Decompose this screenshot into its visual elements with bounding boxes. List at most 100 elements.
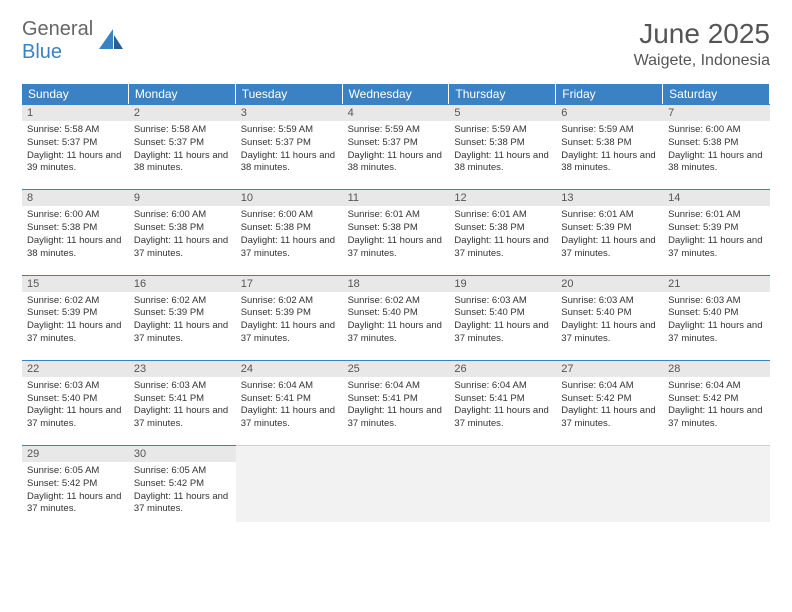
sunrise-line: Sunrise: 6:02 AM bbox=[348, 295, 445, 308]
sunset-line: Sunset: 5:41 PM bbox=[134, 393, 231, 406]
sunrise-line: Sunrise: 6:05 AM bbox=[27, 465, 124, 478]
day-cell: 21Sunrise: 6:03 AMSunset: 5:40 PMDayligh… bbox=[663, 275, 770, 352]
daylight-line: Daylight: 11 hours and 37 minutes. bbox=[241, 320, 338, 346]
day-number: 11 bbox=[343, 190, 450, 206]
day-number: 20 bbox=[556, 276, 663, 292]
sunset-line: Sunset: 5:38 PM bbox=[27, 222, 124, 235]
logo-word-1: General bbox=[22, 18, 93, 40]
day-details: Sunrise: 6:01 AMSunset: 5:38 PMDaylight:… bbox=[449, 206, 556, 266]
day-details: Sunrise: 6:01 AMSunset: 5:39 PMDaylight:… bbox=[556, 206, 663, 266]
daylight-line: Daylight: 11 hours and 37 minutes. bbox=[668, 235, 765, 261]
daylight-line: Daylight: 11 hours and 37 minutes. bbox=[27, 491, 124, 517]
sunrise-line: Sunrise: 6:04 AM bbox=[348, 380, 445, 393]
day-cell: 23Sunrise: 6:03 AMSunset: 5:41 PMDayligh… bbox=[129, 360, 236, 437]
day-cell: 28Sunrise: 6:04 AMSunset: 5:42 PMDayligh… bbox=[663, 360, 770, 437]
day-number: 4 bbox=[343, 105, 450, 121]
day-number: 9 bbox=[129, 190, 236, 206]
day-details: Sunrise: 6:03 AMSunset: 5:40 PMDaylight:… bbox=[449, 292, 556, 352]
month-title: June 2025 bbox=[634, 18, 770, 50]
day-details: Sunrise: 6:02 AMSunset: 5:40 PMDaylight:… bbox=[343, 292, 450, 352]
day-details: Sunrise: 6:04 AMSunset: 5:42 PMDaylight:… bbox=[663, 377, 770, 437]
day-cell: 19Sunrise: 6:03 AMSunset: 5:40 PMDayligh… bbox=[449, 275, 556, 352]
day-details: Sunrise: 6:00 AMSunset: 5:38 PMDaylight:… bbox=[129, 206, 236, 266]
sunset-line: Sunset: 5:40 PM bbox=[668, 307, 765, 320]
logo: General Blue bbox=[22, 18, 125, 64]
week-spacer bbox=[22, 352, 770, 360]
sunrise-line: Sunrise: 6:02 AM bbox=[241, 295, 338, 308]
daylight-line: Daylight: 11 hours and 37 minutes. bbox=[348, 320, 445, 346]
day-number: 6 bbox=[556, 105, 663, 121]
daylight-line: Daylight: 11 hours and 37 minutes. bbox=[134, 491, 231, 517]
day-details: Sunrise: 6:02 AMSunset: 5:39 PMDaylight:… bbox=[22, 292, 129, 352]
day-cell: 11Sunrise: 6:01 AMSunset: 5:38 PMDayligh… bbox=[343, 189, 450, 266]
day-cell: 24Sunrise: 6:04 AMSunset: 5:41 PMDayligh… bbox=[236, 360, 343, 437]
day-header: Friday bbox=[556, 84, 663, 104]
day-cell: 26 Sunrise: 6:04 AMSunset: 5:41 PMDayligh… bbox=[449, 360, 556, 437]
week-spacer bbox=[22, 437, 770, 445]
day-details: Sunrise: 5:59 AMSunset: 5:37 PMDaylight:… bbox=[236, 121, 343, 181]
day-details: Sunrise: 6:03 AMSunset: 5:41 PMDaylight:… bbox=[129, 377, 236, 437]
sunset-line: Sunset: 5:41 PM bbox=[454, 393, 551, 406]
day-cell: 5Sunrise: 5:59 AMSunset: 5:38 PMDaylight… bbox=[449, 104, 556, 181]
day-cell: 22Sunrise: 6:03 AMSunset: 5:40 PMDayligh… bbox=[22, 360, 129, 437]
day-details: Sunrise: 6:02 AMSunset: 5:39 PMDaylight:… bbox=[129, 292, 236, 352]
empty-cell bbox=[343, 445, 450, 522]
day-cell: 14Sunrise: 6:01 AMSunset: 5:39 PMDayligh… bbox=[663, 189, 770, 266]
sail-icon bbox=[99, 29, 125, 53]
day-cell: 13Sunrise: 6:01 AMSunset: 5:39 PMDayligh… bbox=[556, 189, 663, 266]
sunset-line: Sunset: 5:38 PM bbox=[134, 222, 231, 235]
day-cell: 27Sunrise: 6:04 AMSunset: 5:42 PMDayligh… bbox=[556, 360, 663, 437]
day-number: 29 bbox=[22, 446, 129, 462]
daylight-line: Daylight: 11 hours and 37 minutes. bbox=[454, 405, 551, 431]
sunrise-line: Sunrise: 6:03 AM bbox=[27, 380, 124, 393]
sunrise-line: Sunrise: 6:05 AM bbox=[134, 465, 231, 478]
day-details: Sunrise: 6:04 AMSunset: 5:41 PMDaylight:… bbox=[343, 377, 450, 437]
day-number: 17 bbox=[236, 276, 343, 292]
sunset-line: Sunset: 5:40 PM bbox=[27, 393, 124, 406]
day-number: 7 bbox=[663, 105, 770, 121]
sunrise-line: Sunrise: 5:58 AM bbox=[134, 124, 231, 137]
day-details: Sunrise: 6:05 AMSunset: 5:42 PMDaylight:… bbox=[129, 462, 236, 522]
day-cell: 29Sunrise: 6:05 AMSunset: 5:42 PMDayligh… bbox=[22, 445, 129, 522]
day-cell: 7Sunrise: 6:00 AMSunset: 5:38 PMDaylight… bbox=[663, 104, 770, 181]
day-details: Sunrise: 6:04 AMSunset: 5:42 PMDaylight:… bbox=[556, 377, 663, 437]
day-header: Wednesday bbox=[343, 84, 450, 104]
daylight-line: Daylight: 11 hours and 38 minutes. bbox=[27, 235, 124, 261]
day-header: Monday bbox=[129, 84, 236, 104]
sunrise-line: Sunrise: 6:04 AM bbox=[668, 380, 765, 393]
sunrise-line: Sunrise: 6:04 AM bbox=[454, 380, 551, 393]
sunset-line: Sunset: 5:41 PM bbox=[241, 393, 338, 406]
day-details: Sunrise: 6:05 AMSunset: 5:42 PMDaylight:… bbox=[22, 462, 129, 522]
day-header: Sunday bbox=[22, 84, 129, 104]
header: General Blue June 2025 Waigete, Indonesi… bbox=[22, 18, 770, 70]
sunset-line: Sunset: 5:40 PM bbox=[348, 307, 445, 320]
day-details: Sunrise: 6:03 AMSunset: 5:40 PMDaylight:… bbox=[22, 377, 129, 437]
sunrise-line: Sunrise: 6:03 AM bbox=[454, 295, 551, 308]
day-details: Sunrise: 5:59 AMSunset: 5:38 PMDaylight:… bbox=[449, 121, 556, 181]
day-details: Sunrise: 5:59 AMSunset: 5:37 PMDaylight:… bbox=[343, 121, 450, 181]
sunrise-line: Sunrise: 6:01 AM bbox=[454, 209, 551, 222]
day-cell: 12Sunrise: 6:01 AMSunset: 5:38 PMDayligh… bbox=[449, 189, 556, 266]
day-details: Sunrise: 5:58 AMSunset: 5:37 PMDaylight:… bbox=[22, 121, 129, 181]
daylight-line: Daylight: 11 hours and 37 minutes. bbox=[348, 235, 445, 261]
day-header: Thursday bbox=[449, 84, 556, 104]
sunset-line: Sunset: 5:42 PM bbox=[27, 478, 124, 491]
day-number: 26 bbox=[449, 361, 556, 377]
sunset-line: Sunset: 5:39 PM bbox=[241, 307, 338, 320]
sunset-line: Sunset: 5:37 PM bbox=[134, 137, 231, 150]
daylight-line: Daylight: 11 hours and 37 minutes. bbox=[454, 320, 551, 346]
sunset-line: Sunset: 5:40 PM bbox=[561, 307, 658, 320]
day-number: 12 bbox=[449, 190, 556, 206]
logo-word-2: Blue bbox=[22, 41, 62, 63]
sunset-line: Sunset: 5:37 PM bbox=[241, 137, 338, 150]
day-number: 15 bbox=[22, 276, 129, 292]
title-block: June 2025 Waigete, Indonesia bbox=[634, 18, 770, 70]
day-cell: 30Sunrise: 6:05 AMSunset: 5:42 PMDayligh… bbox=[129, 445, 236, 522]
daylight-line: Daylight: 11 hours and 38 minutes. bbox=[668, 150, 765, 176]
day-number: 19 bbox=[449, 276, 556, 292]
day-number: 8 bbox=[22, 190, 129, 206]
sunset-line: Sunset: 5:38 PM bbox=[348, 222, 445, 235]
day-number: 14 bbox=[663, 190, 770, 206]
day-details: Sunrise: 6:02 AMSunset: 5:39 PMDaylight:… bbox=[236, 292, 343, 352]
location-label: Waigete, Indonesia bbox=[634, 52, 770, 70]
